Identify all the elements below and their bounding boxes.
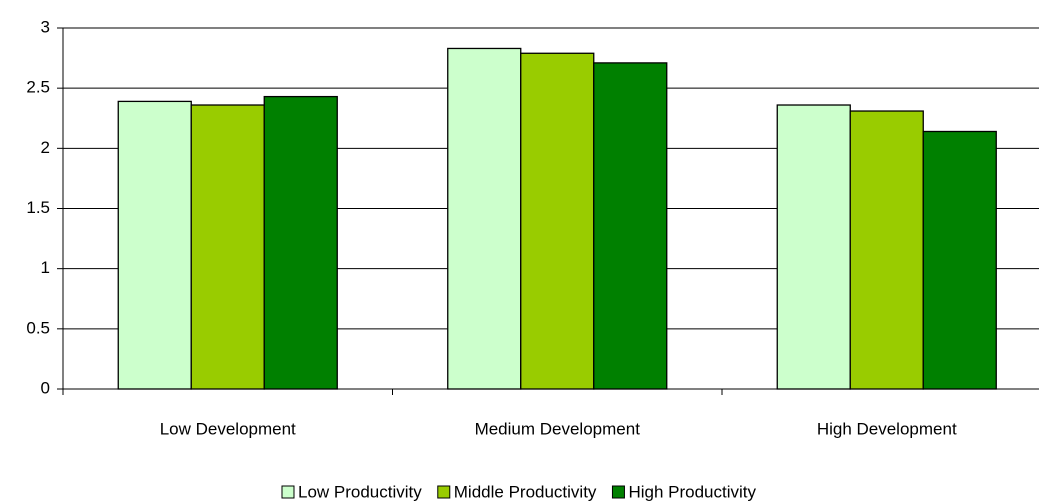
bar [849,110,924,390]
bar [447,47,522,390]
x-tick-label: Low Development [160,419,296,438]
bar [263,95,338,390]
y-tick-label: 0 [41,378,50,397]
y-tick-label: 2 [41,138,50,157]
legend-swatch [281,485,295,499]
legend-item: Low Productivity [281,482,422,501]
bar [117,100,192,390]
legend-label: Low Productivity [298,482,422,501]
bar [593,62,668,390]
y-tick-label: 2.5 [26,78,50,97]
y-tick-label: 1 [41,258,50,277]
legend-swatch [437,485,451,499]
y-tick-label: 1.5 [26,198,50,217]
y-tick-label: 3 [41,17,50,36]
bar [190,104,265,390]
legend-item: Middle Productivity [437,482,597,501]
legend-label: Middle Productivity [454,482,597,501]
x-tick-label: High Development [817,419,957,438]
bar [776,104,851,390]
y-tick-label: 0.5 [26,318,50,337]
bar [520,52,595,390]
legend-swatch [611,485,625,499]
x-tick-label: Medium Development [475,419,641,438]
legend-label: High Productivity [628,482,756,501]
legend-item: High Productivity [611,482,756,501]
bar [922,130,997,390]
